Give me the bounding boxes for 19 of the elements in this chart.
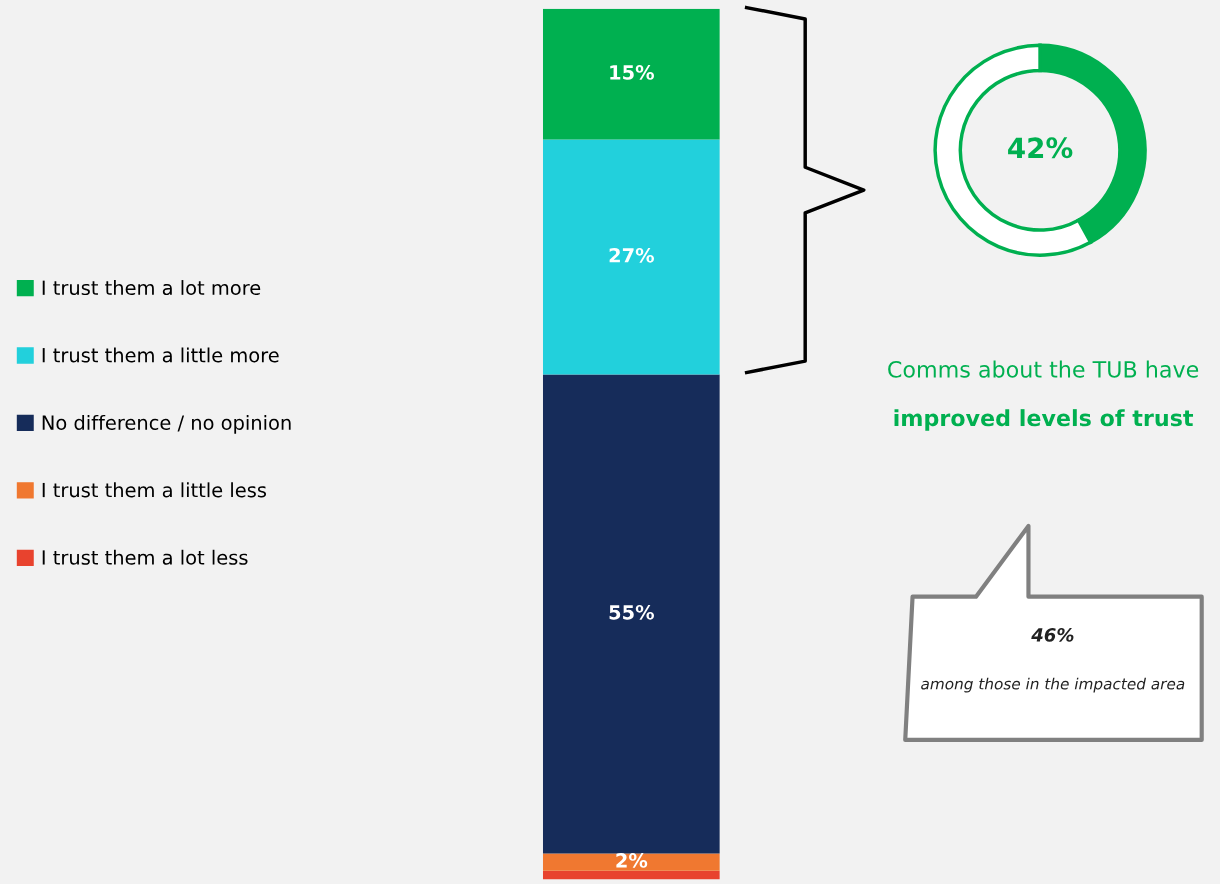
legend-label: I trust them a little less [42, 482, 267, 498]
data-label: 2% [616, 853, 648, 868]
bar [542, 8, 720, 140]
legend-label: I trust them a lot less [42, 549, 248, 565]
legend-label: I trust them a lot more [42, 280, 261, 296]
text: among those in the impacted area [921, 677, 1185, 693]
data-label: 27% [609, 247, 654, 263]
text: 46% [1031, 628, 1074, 642]
text: Comms about the TUB have [888, 360, 1199, 378]
legend-label: I trust them a little more [42, 347, 279, 363]
bar [542, 374, 720, 854]
bar [542, 870, 720, 880]
data-label: 15% [610, 65, 654, 80]
bar [542, 853, 720, 871]
data-label: 42% [1008, 137, 1073, 159]
bar [542, 139, 720, 375]
text: improved levels of trust [894, 409, 1194, 431]
legend-label: No difference / no opinion [42, 414, 291, 434]
data-label: 55% [609, 604, 654, 620]
